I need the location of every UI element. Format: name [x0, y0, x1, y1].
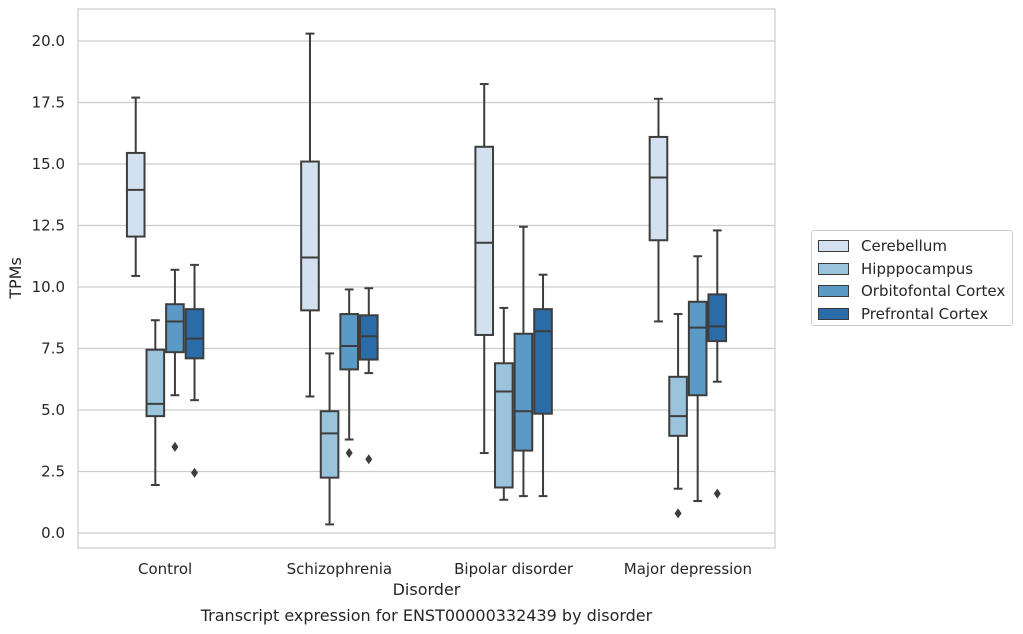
x-axis-ticks: Control Schizophrenia Bipolar disorder Majo… — [138, 560, 752, 578]
legend: Cerebellum Hipppocampus Orbitofontal Cor… — [811, 230, 1013, 326]
box-0-2 — [474, 83, 495, 455]
y-tick-label: 20.0 — [32, 32, 65, 50]
x-axis-label: Disorder — [393, 580, 461, 599]
box-1-0 — [145, 319, 166, 487]
box-1-2 — [494, 306, 514, 501]
y-tick-label: 10.0 — [32, 278, 65, 296]
box-iqr — [339, 313, 359, 371]
outlier-point — [365, 454, 373, 465]
y-tick-label: 7.5 — [41, 340, 65, 358]
box-3-3 — [707, 229, 728, 499]
box-iqr — [513, 332, 534, 452]
box-iqr — [474, 145, 495, 336]
y-tick-label: 2.5 — [41, 463, 65, 481]
box-2-0 — [165, 268, 185, 452]
legend-swatch-prefrontal-cortex — [818, 307, 849, 320]
outlier-point — [191, 467, 199, 478]
x-tick-label: Schizophrenia — [287, 560, 392, 578]
legend-swatch-orbitofrontal-cortex — [818, 285, 849, 298]
legend-swatch-cerebellum — [818, 240, 849, 253]
y-tick-label: 15.0 — [32, 155, 65, 173]
legend-label-prefrontal-cortex: Prefrontal Cortex — [861, 304, 989, 323]
legend-item-hippocampus: Hipppocampus — [818, 258, 1006, 281]
box-0-3 — [648, 97, 669, 323]
box-0-1 — [300, 32, 320, 398]
box-iqr — [668, 375, 688, 437]
legend-label-hippocampus: Hipppocampus — [861, 259, 974, 278]
box-iqr — [648, 135, 669, 242]
legend-item-cerebellum: Cerebellum — [818, 235, 1006, 258]
y-tick-label: 17.5 — [32, 94, 65, 112]
outlier-point — [713, 488, 721, 499]
box-iqr — [184, 308, 205, 360]
outlier-point — [171, 441, 179, 452]
x-tick-label: Bipolar disorder — [454, 560, 574, 578]
box-3-2 — [533, 273, 553, 498]
x-tick-label: Major depression — [624, 560, 752, 578]
box-iqr — [300, 160, 320, 312]
box-iqr — [165, 303, 185, 354]
chart-title: Transcript expression for ENST0000033243… — [200, 606, 653, 625]
legend-label-orbitofrontal-cortex: Orbitofontal Cortex — [861, 282, 1006, 301]
legend-label-cerebellum: Cerebellum — [861, 237, 947, 256]
plot-area-frame — [77, 8, 776, 549]
outlier-point — [345, 448, 353, 459]
box-iqr — [687, 300, 708, 397]
y-axis-label: TPMs — [6, 257, 25, 300]
x-tick-label: Control — [138, 560, 192, 578]
y-tick-label: 0.0 — [41, 524, 65, 542]
box-1-1 — [319, 352, 340, 526]
grid-lines — [78, 40, 775, 534]
box-2-2 — [513, 225, 534, 498]
box-iqr — [494, 362, 514, 489]
box-0-0 — [125, 96, 146, 277]
box-iqr — [145, 348, 166, 418]
y-tick-label: 12.5 — [32, 217, 65, 235]
box-plots — [125, 32, 728, 526]
box-iqr — [319, 410, 340, 479]
box-iqr — [707, 293, 728, 343]
box-2-1 — [339, 288, 359, 459]
box-3-0 — [184, 263, 205, 478]
y-axis-ticks: 0.0 2.5 5.0 7.5 10.0 12.5 15.0 17.5 20.0 — [32, 32, 65, 542]
box-iqr — [533, 308, 553, 415]
legend-item-orbitofrontal-cortex: Orbitofontal Cortex — [818, 280, 1006, 303]
legend-item-prefrontal-cortex: Prefrontal Cortex — [818, 303, 1006, 326]
box-iqr — [125, 151, 146, 238]
box-1-3 — [668, 313, 688, 519]
outlier-point — [674, 508, 682, 519]
box-2-3 — [687, 255, 708, 503]
legend-swatch-hippocampus — [818, 262, 849, 275]
y-tick-label: 5.0 — [41, 401, 65, 419]
box-3-1 — [358, 287, 379, 465]
box-iqr — [358, 314, 379, 361]
